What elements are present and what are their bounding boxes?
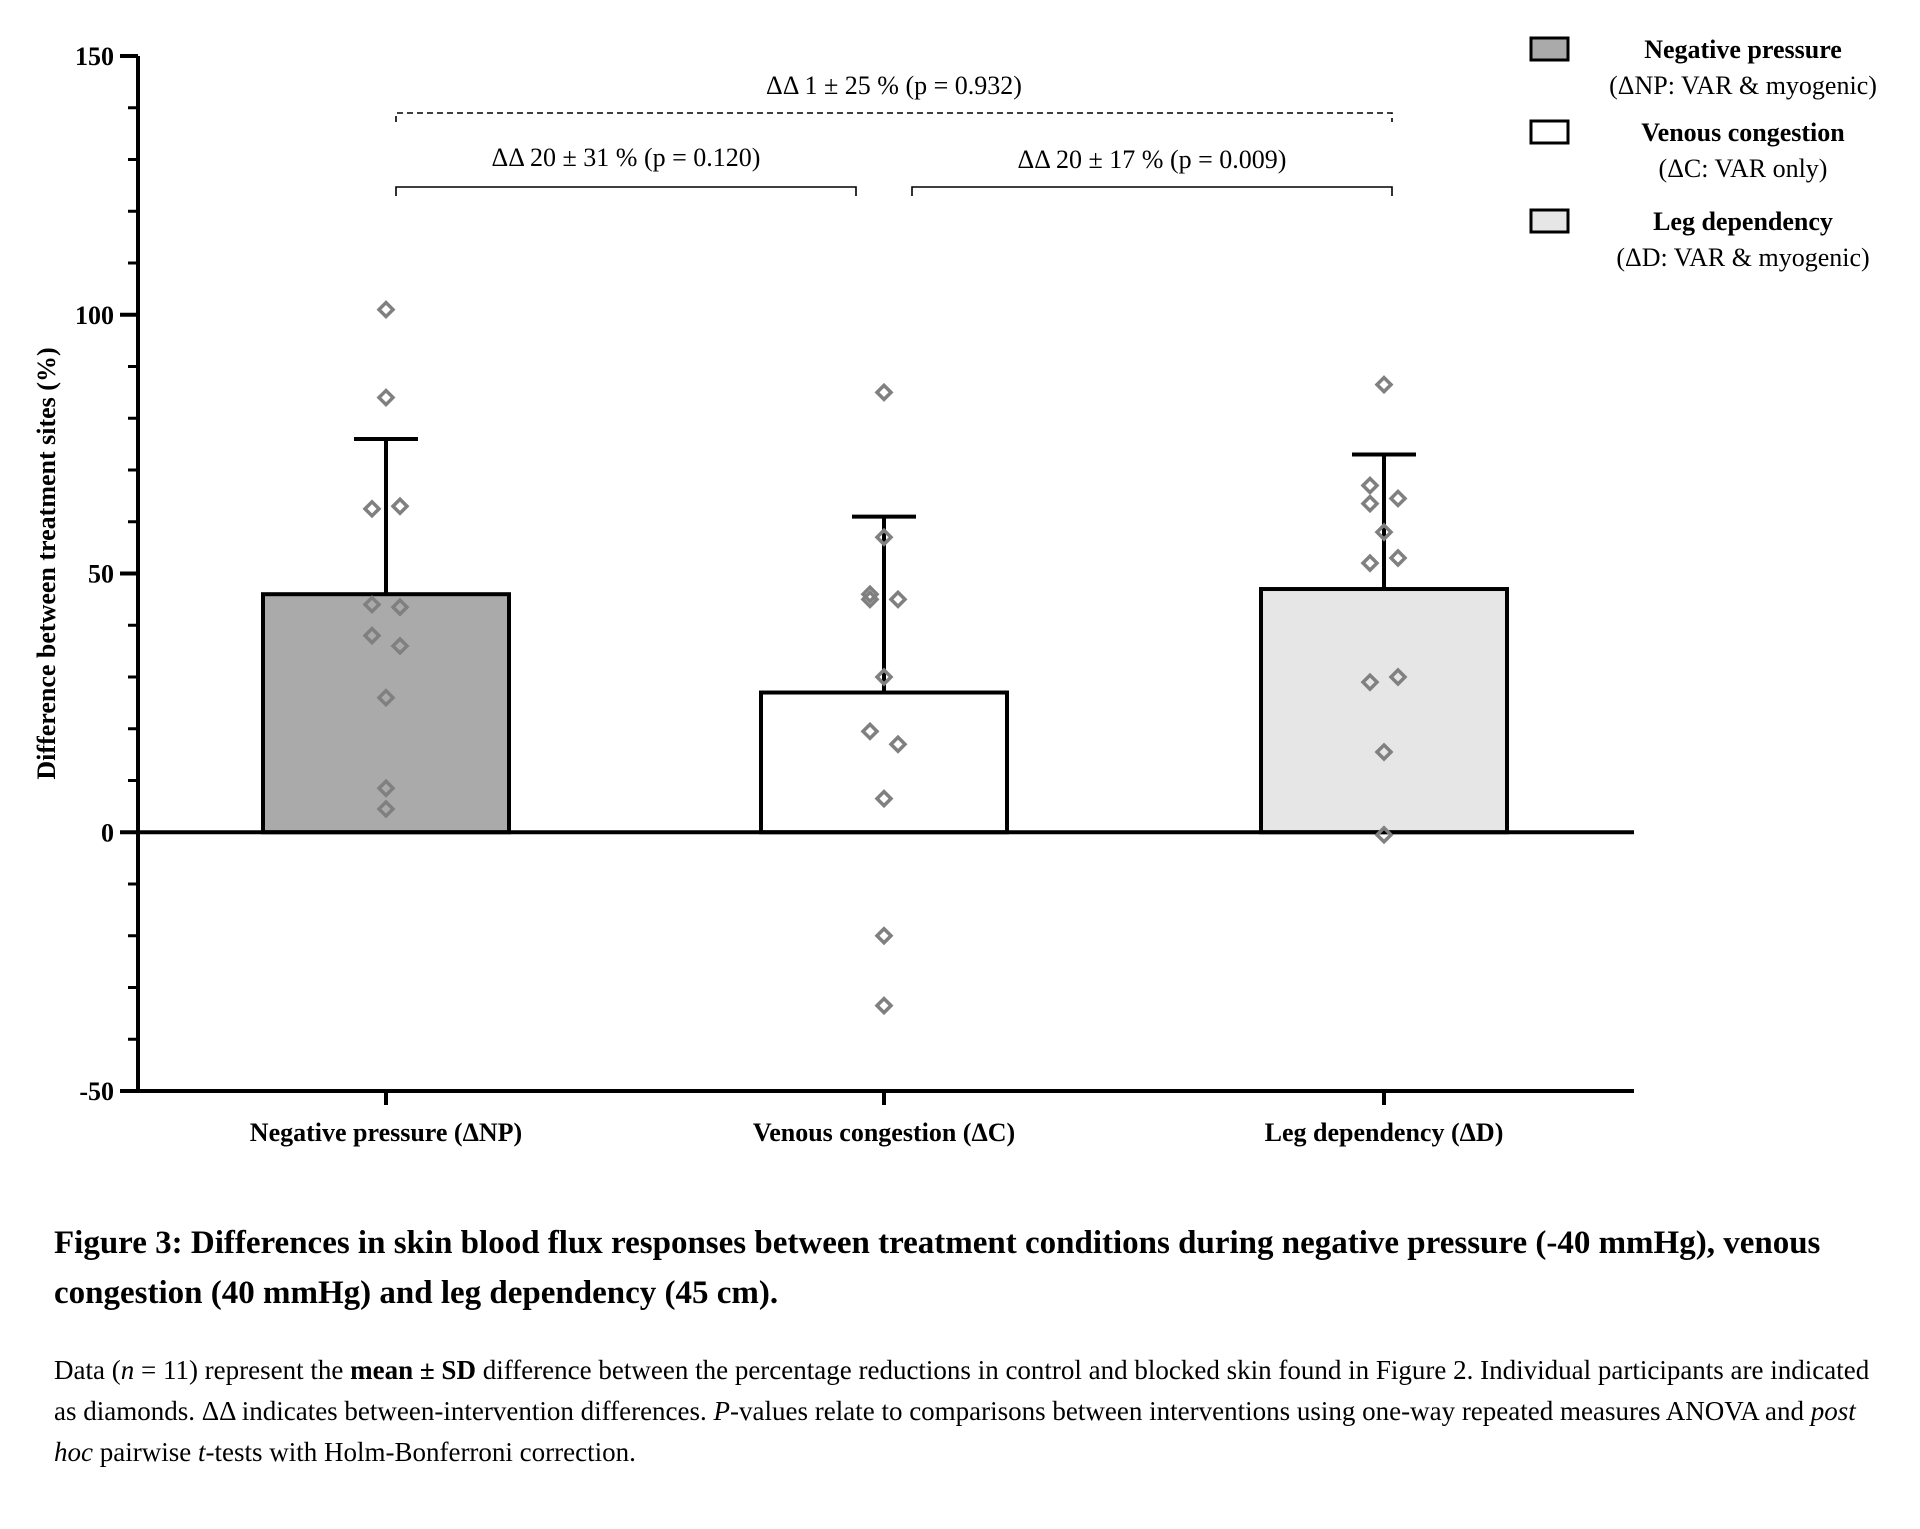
y-tick-label: 150 <box>75 42 114 71</box>
data-point-diamond <box>376 778 396 798</box>
data-point-diamond <box>874 926 894 946</box>
data-point-diamond <box>1360 672 1380 692</box>
data-point-diamond <box>390 636 410 656</box>
data-point-diamond <box>1388 488 1408 508</box>
x-tick-label: Venous congestion (ΔC) <box>753 1118 1015 1147</box>
data-point-diamond <box>1388 667 1408 687</box>
data-point-diamond <box>874 996 894 1016</box>
data-point-diamond <box>1360 476 1380 495</box>
data-point-diamond <box>376 688 396 708</box>
data-point-diamond <box>888 589 908 609</box>
y-axis-label: Difference between treatment sites (%) <box>32 347 61 779</box>
data-point-diamond <box>362 595 382 615</box>
legend-title: Venous congestion <box>1641 118 1845 147</box>
data-point-diamond <box>376 300 396 320</box>
legend-subtitle: (ΔD: VAR & myogenic) <box>1616 243 1869 272</box>
data-point-diamond <box>860 721 880 741</box>
data-point-diamond <box>1388 548 1408 568</box>
y-tick-label: 0 <box>101 818 114 847</box>
legend-title: Leg dependency <box>1653 207 1833 236</box>
data-point-diamond <box>390 496 410 516</box>
figure-caption-title: Figure 3: Differences in skin blood flux… <box>54 1225 1821 1311</box>
data-point-diamond <box>1374 825 1394 845</box>
y-tick-label: -50 <box>79 1077 114 1106</box>
figure-caption-body: Data (n = 11) represent the mean ± SD di… <box>54 1355 1870 1467</box>
comparison-label: ΔΔ 20 ± 31 % (p = 0.120) <box>492 143 761 172</box>
data-point-diamond <box>874 527 894 547</box>
data-point-diamond <box>376 388 396 408</box>
bar-chart: 150 100 50 0 -50 Difference between treatment… <box>32 35 1877 1147</box>
data-point-diamond <box>376 799 396 819</box>
data-point-diamond <box>1360 553 1380 573</box>
data-point-diamond <box>860 589 880 609</box>
data-point-diamond <box>362 499 382 519</box>
legend-subtitle: (ΔNP: VAR & myogenic) <box>1609 71 1877 100</box>
data-point-diamond <box>1374 522 1394 542</box>
legend-swatch <box>1529 119 1570 145</box>
data-point-diamond <box>860 584 880 604</box>
legend-subtitle: (ΔC: VAR only) <box>1659 154 1828 183</box>
legend-swatch <box>1529 208 1570 234</box>
data-point-diamond <box>874 789 894 809</box>
bar <box>759 690 1009 835</box>
legend-title: Negative pressure <box>1644 35 1842 64</box>
data-point-diamond <box>1374 742 1394 762</box>
data-point-diamond <box>1360 494 1380 514</box>
comparison-bracket <box>395 186 857 196</box>
comparison-bracket <box>911 186 1393 196</box>
data-point-diamond <box>390 597 410 617</box>
data-point-diamond <box>874 667 894 687</box>
bar <box>1259 587 1509 835</box>
comparison-label: ΔΔ 20 ± 17 % (p = 0.009) <box>1018 145 1287 174</box>
x-tick-label: Leg dependency (ΔD) <box>1265 1118 1504 1147</box>
legend-swatch <box>1529 36 1570 62</box>
y-tick-label: 50 <box>88 560 114 589</box>
comparison-bracket <box>395 112 1393 122</box>
y-tick-label: 100 <box>75 301 114 330</box>
data-point-diamond <box>362 626 382 646</box>
data-point-diamond <box>1374 375 1394 395</box>
x-tick-label: Negative pressure (ΔNP) <box>250 1118 522 1147</box>
comparison-label: ΔΔ 1 ± 25 % (p = 0.932) <box>766 71 1022 100</box>
data-point-diamond <box>888 734 908 754</box>
data-point-diamond <box>874 382 894 402</box>
